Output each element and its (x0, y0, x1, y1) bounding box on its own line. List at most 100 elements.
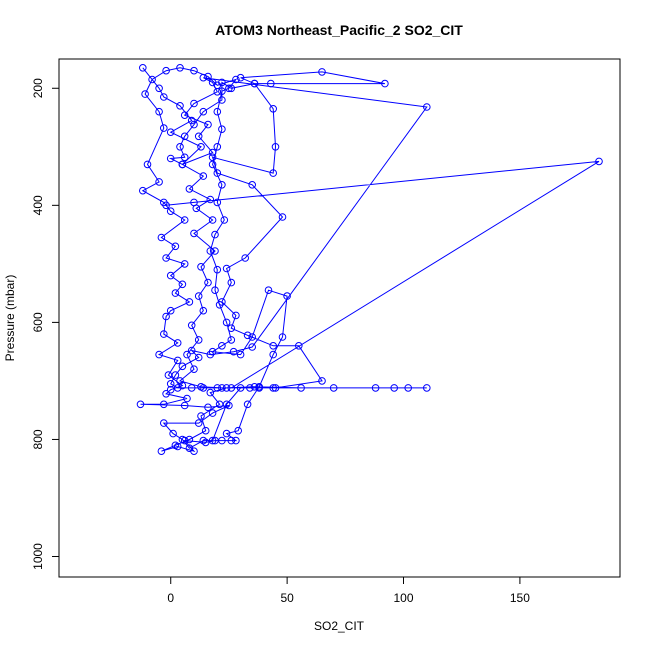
data-point (166, 306, 175, 315)
data-point (157, 447, 166, 456)
data-point (208, 78, 217, 87)
x-axis: 0 50 100 150 (167, 576, 530, 605)
data-point (148, 75, 156, 84)
x-axis-label: SO2_CIT (314, 619, 365, 633)
data-point (269, 350, 278, 359)
y-tick-label: 400 (31, 195, 45, 215)
data-point (329, 384, 338, 392)
data-point (139, 64, 147, 72)
data-point (199, 384, 208, 392)
data-point (190, 120, 198, 129)
x-tick-label: 100 (393, 591, 413, 605)
data-point (194, 336, 203, 344)
data-point (157, 233, 166, 242)
data-point (229, 347, 238, 356)
data-point (166, 385, 175, 394)
data-point (250, 79, 259, 88)
data-point (160, 419, 168, 427)
data-point (139, 186, 147, 195)
data-point (213, 384, 222, 392)
data-point (197, 412, 205, 420)
data-point (180, 401, 189, 410)
data-point (381, 79, 389, 88)
data-point (194, 419, 203, 427)
data-point (178, 381, 187, 390)
data-point (248, 343, 256, 351)
data-point (169, 429, 177, 438)
data-point (213, 198, 222, 207)
data-point (236, 73, 245, 82)
data-point (250, 383, 259, 391)
data-point (218, 342, 226, 350)
y-tick-label: 1000 (31, 543, 45, 570)
data-point (227, 278, 236, 287)
data-point (222, 384, 231, 392)
data-point (218, 384, 226, 392)
data-point (248, 333, 256, 341)
data-point (295, 342, 303, 350)
data-point (248, 181, 256, 189)
data-point (227, 324, 236, 333)
data-point (180, 260, 189, 268)
data-point (187, 384, 196, 392)
data-point (187, 321, 196, 330)
data-point (160, 93, 168, 101)
data-point (243, 400, 252, 409)
data-point (171, 371, 180, 379)
data-point (204, 403, 212, 412)
data-point (176, 143, 184, 151)
data-point (162, 66, 170, 75)
data-point (232, 75, 240, 84)
data-point (160, 124, 168, 132)
data-point (162, 312, 170, 321)
data-point (176, 102, 184, 110)
data-point (318, 68, 326, 76)
data-point (213, 143, 222, 151)
data-point (199, 172, 208, 180)
data-point (187, 346, 196, 355)
data-point (227, 84, 236, 93)
data-point (222, 400, 231, 409)
data-point (166, 154, 175, 163)
data-point (318, 377, 326, 385)
data-point (173, 384, 182, 392)
y-axis: 200 400 600 800 1000 (31, 78, 60, 570)
data-point (371, 384, 380, 392)
data-point (206, 388, 215, 397)
data-point (271, 384, 280, 392)
data-point (218, 78, 226, 87)
y-tick-label: 800 (31, 429, 45, 449)
data-point (190, 99, 198, 108)
chart-title: ATOM3 Northeast_Pacific_2 SO2_CIT (215, 22, 463, 38)
data-point (218, 125, 226, 133)
data-point (423, 103, 431, 111)
data-point (190, 198, 198, 207)
data-point (155, 178, 163, 186)
data-point (595, 157, 603, 166)
data-point (185, 185, 194, 193)
data-point (141, 90, 149, 98)
data-point (213, 265, 222, 274)
plot-area-frame (58, 58, 621, 578)
data-point (194, 132, 203, 141)
data-point (162, 390, 170, 398)
series-line (140, 67, 600, 453)
data-point (278, 213, 287, 221)
data-point (180, 153, 189, 162)
data-point (199, 107, 208, 116)
data-point (208, 436, 217, 445)
series-layer (136, 64, 603, 456)
data-point (222, 318, 231, 327)
x-tick-label: 50 (280, 591, 294, 605)
data-point (180, 111, 189, 119)
data-point (423, 384, 431, 392)
data-point (211, 286, 219, 295)
data-point (246, 384, 254, 392)
data-point (211, 247, 219, 255)
data-point (185, 444, 194, 453)
data-point (283, 292, 291, 300)
data-point (267, 79, 275, 88)
data-point (269, 169, 278, 177)
data-point (206, 195, 215, 204)
